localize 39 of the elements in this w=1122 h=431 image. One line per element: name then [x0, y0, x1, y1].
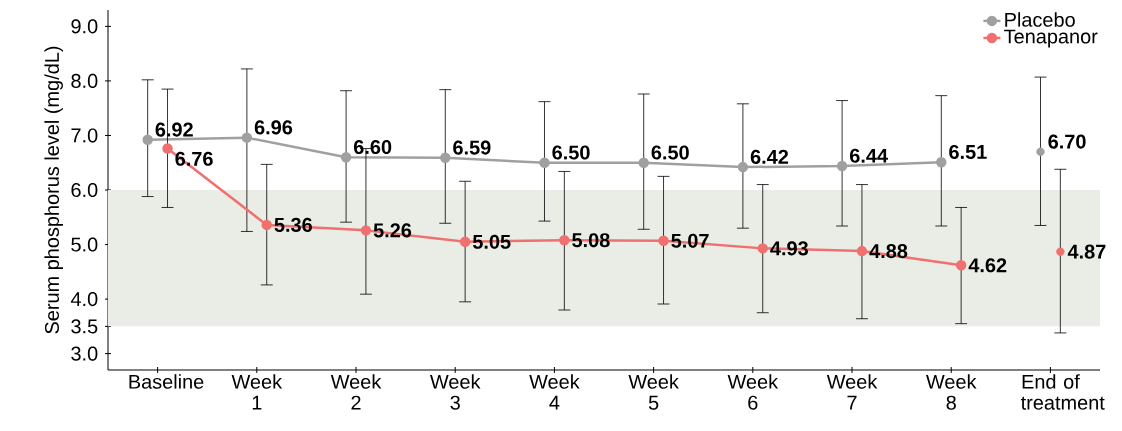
- data-label: 4.88: [869, 244, 908, 259]
- y-tick-label: 5.0: [71, 237, 98, 252]
- x-tick-label: Week 7: [826, 374, 878, 410]
- x-tick-label: Week 4: [529, 374, 580, 410]
- data-label: 5.07: [671, 233, 709, 248]
- y-tick-label: 8.0: [71, 73, 98, 88]
- x-tick-label: Week 5: [628, 374, 679, 410]
- data-label: 6.60: [353, 139, 392, 155]
- x-tick-label: Week 2: [330, 374, 382, 410]
- data-label: 4.87: [1067, 244, 1106, 259]
- data-label: 5.36: [274, 217, 312, 232]
- y-tick-label: 4.0: [70, 292, 98, 307]
- data-label: 6.96: [254, 120, 293, 135]
- data-label: 6.50: [552, 145, 590, 160]
- data-label: 5.05: [472, 234, 511, 249]
- data-label: 4.62: [968, 258, 1007, 273]
- data-label: 6.42: [750, 149, 789, 164]
- y-axis-title: Serum phosphorus level (mg/dL): [44, 46, 63, 334]
- x-tick-label: Week 3: [430, 374, 481, 410]
- data-label: 5.26: [373, 223, 412, 238]
- data-label: 6.50: [651, 145, 689, 160]
- x-tick-label: Week 6: [727, 374, 779, 410]
- y-tick-label: 3.5: [71, 319, 98, 334]
- legend-label: Placebo: [1005, 12, 1075, 27]
- x-tick-label: Week 8: [926, 374, 977, 410]
- legend-label: Tenapanor: [1004, 29, 1098, 48]
- data-label: 6.51: [949, 144, 987, 159]
- y-tick-label: 6.0: [71, 182, 98, 198]
- y-tick-label: 9.0: [71, 19, 98, 34]
- data-label: 6.59: [453, 140, 491, 155]
- y-tick-label: 7.0: [71, 128, 98, 143]
- x-tick-label: Baseline: [129, 374, 204, 389]
- x-tick-label: End of treatment: [1020, 374, 1105, 410]
- x-tick-label: Week 1: [231, 374, 283, 410]
- data-label: 5.08: [572, 233, 610, 248]
- y-tick-label: 3.0: [71, 346, 98, 361]
- data-label: 4.93: [770, 241, 808, 256]
- data-label: 6.70: [1048, 134, 1086, 149]
- data-label: 6.44: [850, 148, 888, 163]
